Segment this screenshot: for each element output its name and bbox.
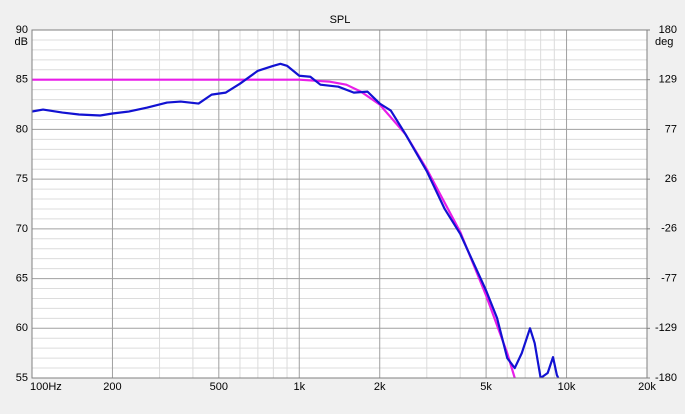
x-tick-label: 100Hz: [30, 381, 62, 393]
y2-tick-label: 180: [659, 24, 677, 36]
x-tick-label: 1k: [293, 381, 305, 393]
x-tick-label: 2k: [374, 381, 386, 393]
y2-tick-label: 77: [665, 123, 677, 135]
y-tick-label: 70: [16, 223, 28, 235]
x-tick-label: 10k: [558, 381, 576, 393]
y-tick-label: 75: [16, 173, 28, 185]
y-tick-label: 60: [16, 322, 28, 334]
x-tick-label: 20k: [638, 381, 656, 393]
y-tick-label: 65: [16, 272, 28, 284]
y2-tick-label: 129: [659, 74, 677, 86]
x-tick-label: 500: [210, 381, 228, 393]
x-tick-label: 200: [103, 381, 121, 393]
y-tick-label: 85: [16, 74, 28, 86]
plot-border: [31, 29, 648, 379]
y-tick-label: 80: [16, 123, 28, 135]
y2-tick-label: -77: [661, 272, 677, 284]
y2-tick-label: 26: [665, 173, 677, 185]
y2-tick-label: -26: [661, 223, 677, 235]
series-line: [32, 62, 560, 378]
y2-tick-label: -129: [655, 322, 677, 334]
y-tick-label: 90: [16, 24, 28, 36]
y2-tick-label: -180: [655, 372, 677, 384]
y2-axis-label: deg: [655, 36, 673, 48]
y-tick-label: 55: [16, 372, 28, 384]
chart-title: SPL: [330, 14, 351, 26]
y-axis-label: dB: [15, 36, 28, 48]
x-tick-label: 5k: [480, 381, 492, 393]
